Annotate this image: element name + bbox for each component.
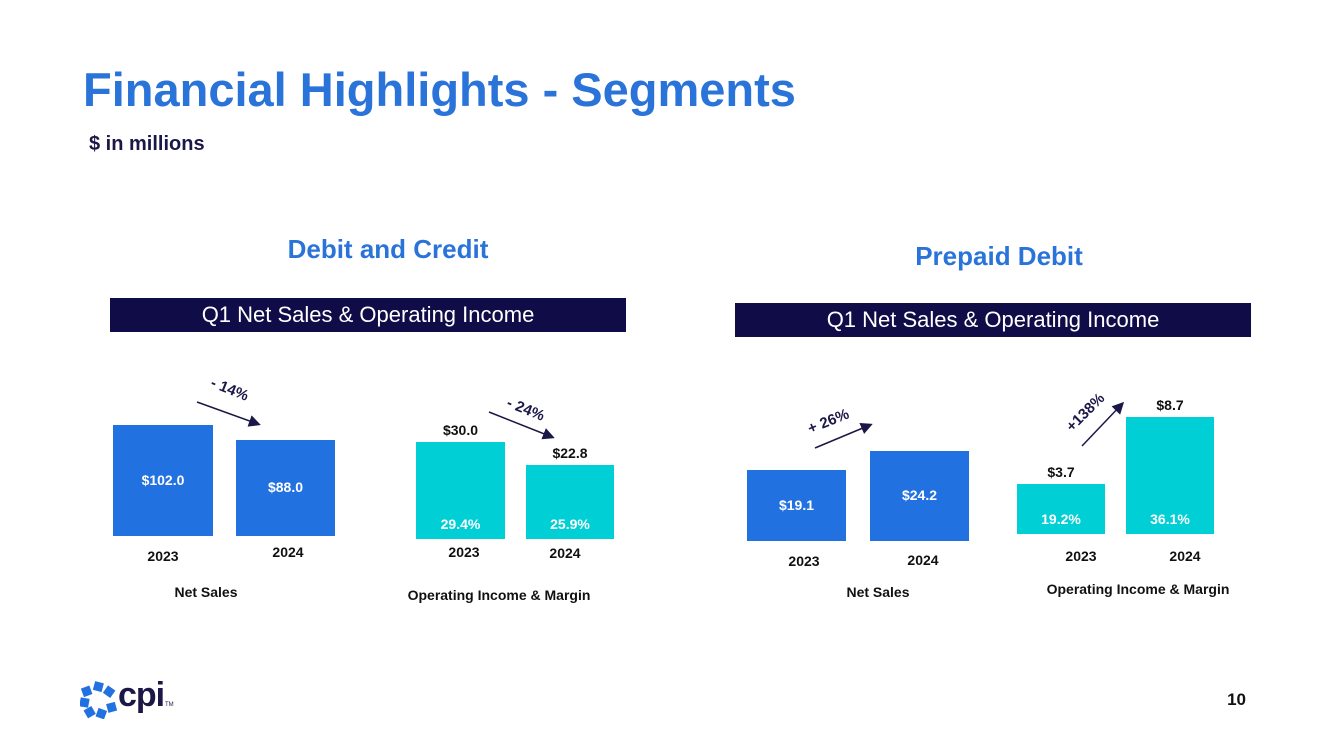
bar-label: $24.2 bbox=[901, 487, 938, 504]
tick-label: 2024 bbox=[1169, 548, 1201, 564]
tick-label: 2023 bbox=[448, 544, 480, 560]
logo-text: cpi bbox=[118, 676, 165, 714]
bar-label: $19.1 bbox=[778, 496, 815, 513]
tick-label: 2023 bbox=[1065, 548, 1097, 564]
bar-dc-op-income-2024 bbox=[526, 465, 614, 539]
tick-label: 2024 bbox=[549, 545, 581, 561]
logo-trademark: TM bbox=[165, 702, 174, 708]
margin-label: 25.9% bbox=[550, 516, 590, 532]
section-banner-prepaid-debit: Q1 Net Sales & Operating Income bbox=[735, 303, 1251, 337]
chart-caption-dc-op-income: Operating Income & Margin bbox=[407, 587, 591, 603]
bar-dc-net-sales-2023 bbox=[113, 425, 213, 536]
section-title-prepaid-debit: Prepaid Debit bbox=[915, 241, 1083, 271]
bar-pp-op-income-2024 bbox=[1126, 417, 1214, 534]
bar-pp-net-sales-2024 bbox=[870, 451, 969, 541]
bar-label: $88.0 bbox=[267, 479, 304, 496]
chart-caption-dc-net-sales: Net Sales bbox=[174, 584, 238, 600]
section-title-debit-credit: Debit and Credit bbox=[287, 234, 489, 264]
bar-value-label: $8.7 bbox=[1156, 397, 1184, 413]
bar-dc-net-sales-2024 bbox=[236, 440, 335, 536]
arrow-dc-net-sales bbox=[196, 401, 261, 427]
cpi-logo-icon bbox=[80, 681, 118, 719]
arrow-pp-op-income bbox=[1081, 401, 1125, 447]
page-subtitle: $ in millions bbox=[89, 133, 205, 155]
arrow-pp-net-sales bbox=[814, 422, 873, 449]
page-number: 10 bbox=[1227, 690, 1246, 709]
tick-label: 2023 bbox=[147, 548, 179, 564]
margin-label: 29.4% bbox=[440, 516, 481, 532]
bar-value-label: $3.7 bbox=[1047, 464, 1075, 481]
bar-value-label: $22.8 bbox=[552, 445, 588, 462]
tick-label: 2023 bbox=[788, 553, 820, 569]
tick-label: 2024 bbox=[272, 544, 304, 560]
section-banner-debit-credit: Q1 Net Sales & Operating Income bbox=[110, 298, 626, 332]
bar-dc-op-income-2023 bbox=[416, 442, 505, 539]
bar-value-label: $30.0 bbox=[442, 422, 479, 438]
tick-label: 2024 bbox=[907, 552, 939, 568]
bar-pp-op-income-2023 bbox=[1017, 484, 1105, 534]
margin-label: 19.2% bbox=[1041, 511, 1081, 527]
margin-label: 36.1% bbox=[1150, 511, 1190, 527]
chart-caption-pp-net-sales: Net Sales bbox=[846, 584, 910, 600]
bar-label: $102.0 bbox=[141, 471, 185, 488]
chart-caption-pp-op-income: Operating Income & Margin bbox=[1046, 581, 1230, 597]
page-title: Financial Highlights - Segments bbox=[83, 63, 796, 116]
bar-pp-net-sales-2023 bbox=[747, 470, 846, 541]
arrow-dc-op-income bbox=[488, 411, 555, 440]
